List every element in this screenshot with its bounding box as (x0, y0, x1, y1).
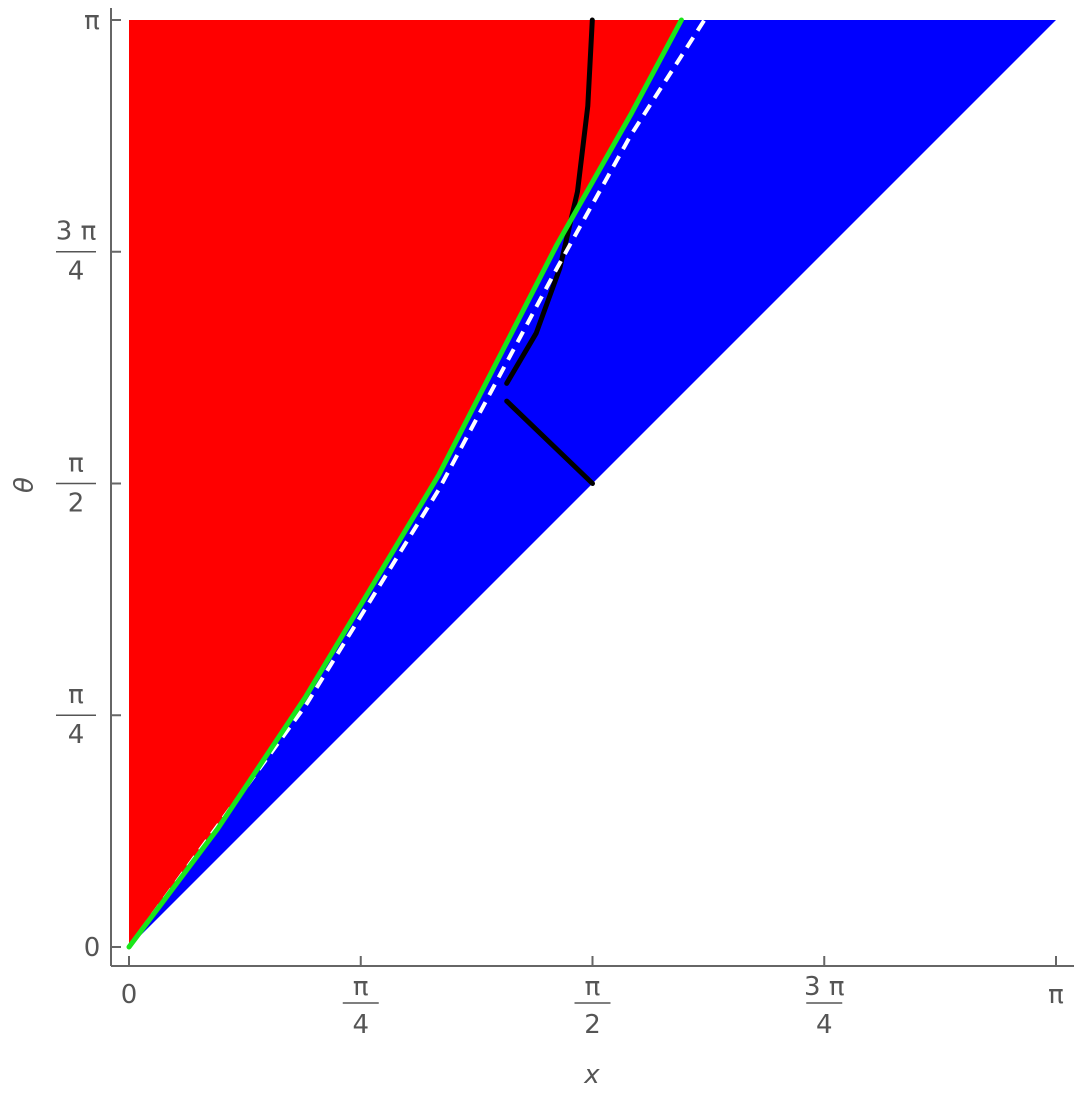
y-tick-numerator-2: π (68, 448, 84, 478)
y-tick-numerator-3: 3 π (56, 217, 96, 247)
x-tick-numerator-1: π (353, 972, 369, 1002)
curve-0 (504, 17, 595, 386)
x-tick-numerator-2: π (585, 972, 601, 1002)
curve-3 (126, 17, 684, 950)
y-axis-label: θ (10, 477, 40, 493)
curve-1 (504, 398, 595, 486)
y-tick-denominator-2: 2 (68, 488, 85, 518)
x-tick-denominator-1: 4 (352, 1010, 369, 1040)
y-tick-label-0: 0 (84, 933, 101, 963)
x-tick-denominator-3: 4 (816, 1010, 833, 1040)
x-tick-label-4: π (1048, 980, 1064, 1010)
y-tick-denominator-1: 4 (68, 720, 85, 750)
y-ticks: 0 π 4 π 2 3 π 4 π (56, 6, 121, 963)
region-0 (129, 20, 682, 947)
x-ticks: 0 π 4 π 2 3 π 4 π (121, 956, 1064, 1040)
y-tick-denominator-3: 4 (68, 257, 85, 287)
curve-2 (127, 18, 707, 949)
y-tick-numerator-1: π (68, 680, 84, 710)
x-tick-numerator-3: 3 π (804, 972, 844, 1002)
x-axis-label: x (583, 1060, 600, 1090)
chart-curves (126, 17, 707, 950)
x-tick-label-0: 0 (121, 980, 138, 1010)
y-tick-label-4: π (84, 6, 100, 36)
x-tick-denominator-2: 2 (584, 1010, 601, 1040)
